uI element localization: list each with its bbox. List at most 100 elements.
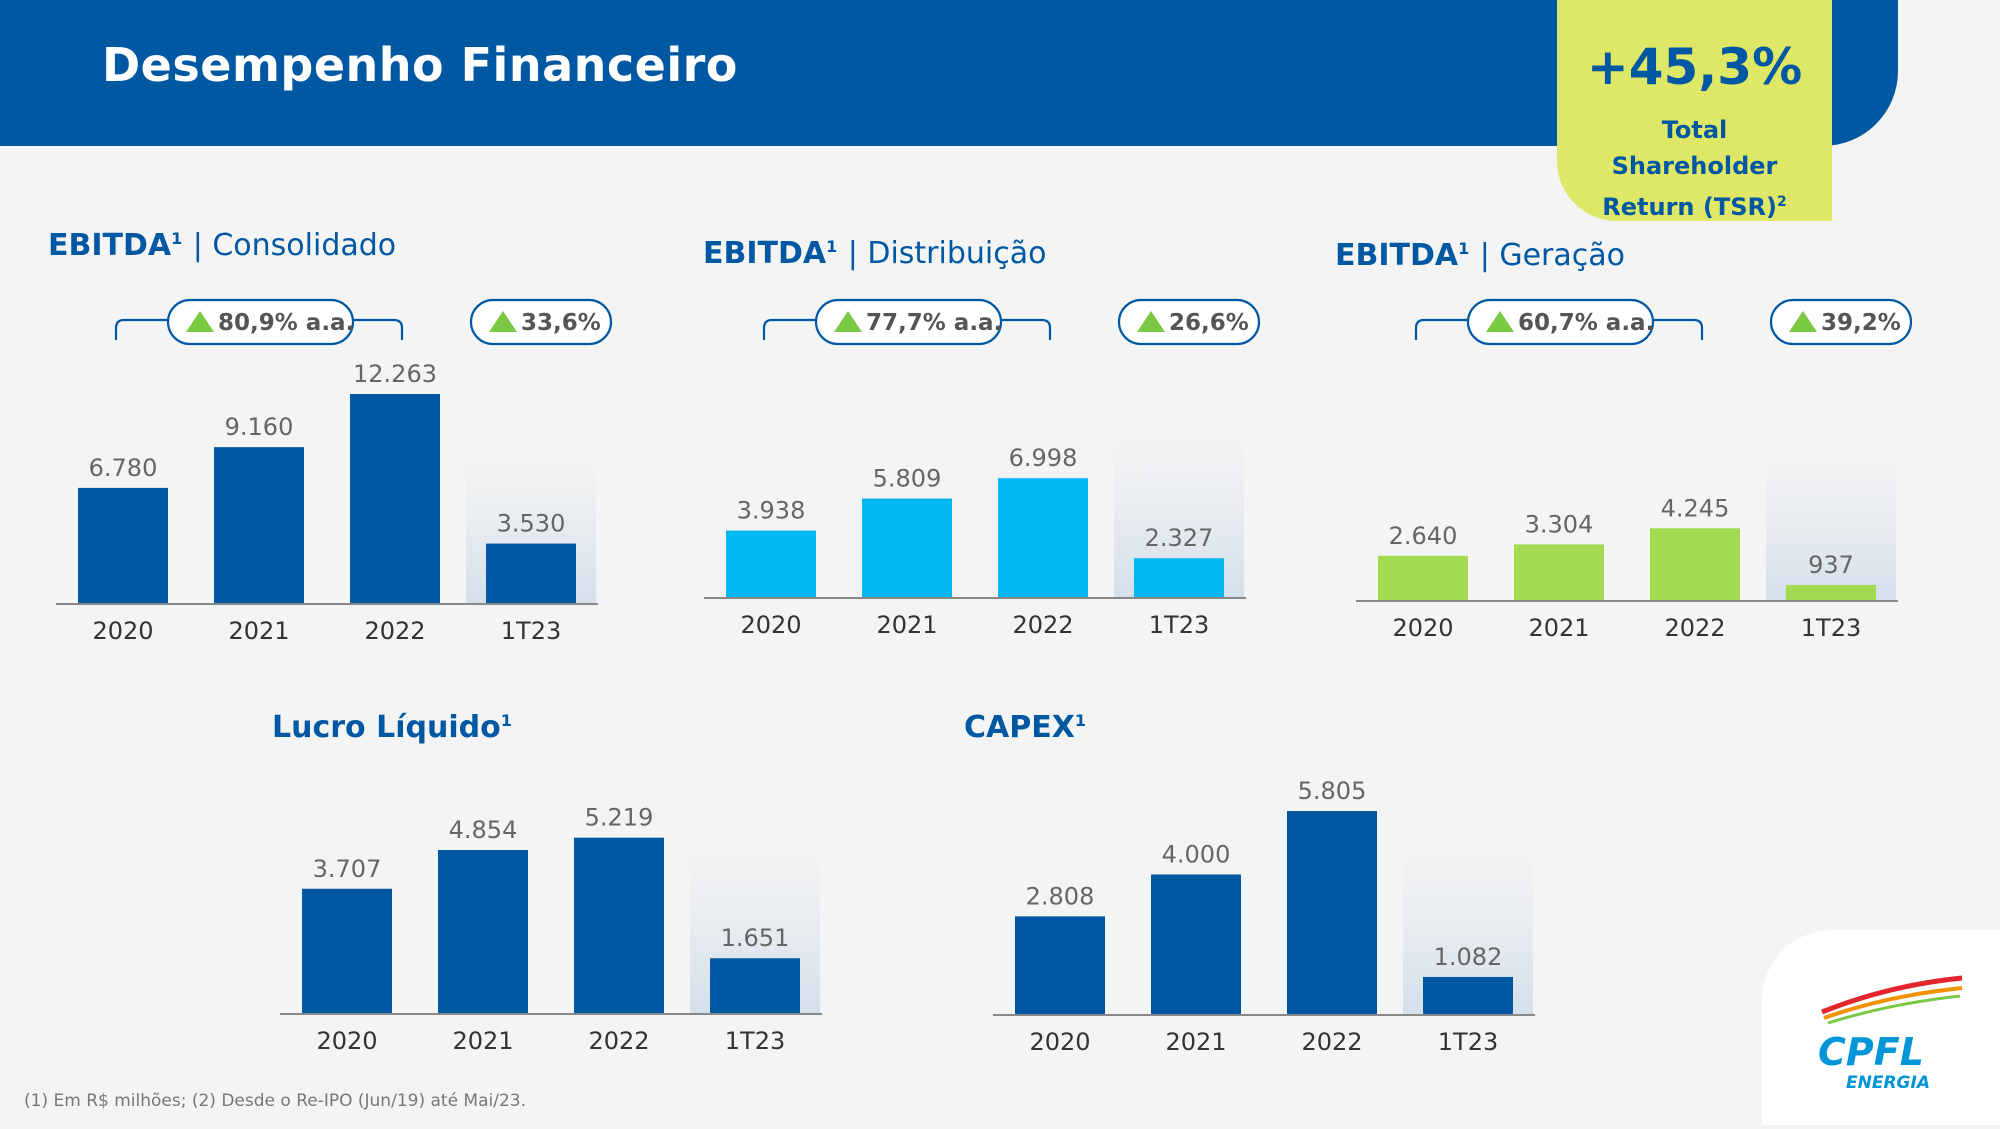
value-label: 3.530 xyxy=(497,510,566,538)
x-tick-label: 2021 xyxy=(1165,1028,1226,1056)
chart-title-note: 1 xyxy=(826,237,838,256)
chart-title-ebitda-geracao: EBITDA1 | Geração xyxy=(1335,238,1625,273)
footnote: (1) Em R$ milhões; (2) Desde o Re-IPO (J… xyxy=(24,1091,526,1111)
growth-badge: 26,6% xyxy=(1117,298,1261,346)
up-triangle-icon xyxy=(489,311,517,332)
growth-badge: 39,2% xyxy=(1769,298,1913,346)
x-tick-label: 1T23 xyxy=(501,617,561,645)
chart-ebitda-consolidado: 6.780 2020 9.160 2021 12.263 2022 3.530 1T23 80,… xyxy=(56,298,613,645)
tsr-label: Total Shareholder Return (TSR)2 xyxy=(1580,112,1810,225)
chart-title-ebitda-consolidado: EBITDA1 | Consolidado xyxy=(48,228,396,263)
bar-2021 xyxy=(1151,874,1241,1015)
cagr-badge: 77,7% a.a. xyxy=(814,298,1003,346)
x-tick-label: 2022 xyxy=(588,1027,649,1055)
x-tick-label: 1T23 xyxy=(1438,1028,1498,1056)
x-tick-label: 1T23 xyxy=(725,1027,785,1055)
value-label: 2.640 xyxy=(1389,522,1458,550)
value-label: 6.998 xyxy=(1009,444,1078,472)
cagr-badge-pill xyxy=(814,298,1003,346)
value-label: 5.219 xyxy=(585,804,654,832)
up-triangle-icon xyxy=(1789,311,1817,332)
chart-ebitda-geracao: 2.640 2020 3.304 2021 4.245 2022 937 1T23 60,7% … xyxy=(1356,298,1913,642)
logo-swoosh-orange xyxy=(1823,986,1963,1020)
x-tick-label: 2020 xyxy=(1029,1028,1090,1056)
up-triangle-icon xyxy=(1486,311,1514,332)
quarter-highlight xyxy=(1766,451,1896,601)
chart-title-ebitda-distribuicao: EBITDA1 | Distribuição xyxy=(703,236,1046,271)
growth-badge-pill xyxy=(469,298,613,346)
value-label: 1.651 xyxy=(721,924,790,952)
x-tick-label: 1T23 xyxy=(1801,614,1861,642)
cagr-badge-label: 77,7% a.a. xyxy=(866,310,1002,336)
chart-title-main: Lucro Líquido xyxy=(272,710,501,745)
bar-2021 xyxy=(862,498,952,598)
bar-1T23 xyxy=(1786,584,1876,601)
growth-badge-pill xyxy=(1117,298,1261,346)
value-label: 3.707 xyxy=(313,855,382,883)
logo-area: CPFL ENERGIA xyxy=(1762,930,2000,1125)
bar-2021 xyxy=(214,447,304,604)
cagr-badge-pill xyxy=(166,298,355,346)
tsr-label-text: Total Shareholder Return (TSR) xyxy=(1602,116,1778,221)
chart-title-capex: CAPEX1 xyxy=(964,710,1086,745)
x-tick-label: 2021 xyxy=(228,617,289,645)
bar-2022 xyxy=(350,394,440,604)
x-tick-label: 2022 xyxy=(364,617,425,645)
value-label: 4.854 xyxy=(449,816,518,844)
bar-2022 xyxy=(998,478,1088,598)
bar-2022 xyxy=(574,837,664,1014)
value-label: 5.809 xyxy=(873,465,942,493)
logo-swoosh-red xyxy=(1821,975,1963,1015)
value-label: 3.938 xyxy=(737,497,806,525)
x-tick-label: 2020 xyxy=(316,1027,377,1055)
growth-badge-label: 26,6% xyxy=(1169,310,1249,336)
chart-title-note: 1 xyxy=(1074,711,1086,730)
x-tick-label: 2022 xyxy=(1664,614,1725,642)
up-triangle-icon xyxy=(186,311,214,332)
x-tick-label: 2021 xyxy=(452,1027,513,1055)
tsr-note-mark: 2 xyxy=(1776,194,1787,210)
bar-1T23 xyxy=(1423,976,1513,1015)
value-label: 6.780 xyxy=(89,454,158,482)
chart-title-main: EBITDA xyxy=(703,236,827,271)
logo-subtext: ENERGIA xyxy=(1846,1073,1930,1093)
bar-2020 xyxy=(302,888,392,1014)
chart-title-main: EBITDA xyxy=(48,228,172,263)
cagr-badge-label: 80,9% a.a. xyxy=(218,310,354,336)
chart-title-main: CAPEX xyxy=(964,710,1075,745)
up-triangle-icon xyxy=(1137,311,1165,332)
chart-title-note: 1 xyxy=(171,229,183,248)
x-tick-label: 2020 xyxy=(1392,614,1453,642)
bar-1T23 xyxy=(486,543,576,604)
bar-2020 xyxy=(78,487,168,604)
up-triangle-icon xyxy=(834,311,862,332)
bar-2020 xyxy=(726,530,816,598)
chart-capex: 2.808 2020 4.000 2021 5.805 2022 1.082 1T23 xyxy=(993,777,1535,1056)
tsr-value: +45,3% xyxy=(1586,38,1803,96)
cagr-badge-label: 60,7% a.a. xyxy=(1518,310,1654,336)
bar-2021 xyxy=(1514,544,1604,601)
bar-2022 xyxy=(1287,811,1377,1015)
growth-badge-pill xyxy=(1769,298,1913,346)
bar-2020 xyxy=(1015,916,1105,1015)
x-tick-label: 2020 xyxy=(740,611,801,639)
x-tick-label: 2022 xyxy=(1301,1028,1362,1056)
chart-title-sub: | Geração xyxy=(1479,238,1626,273)
x-tick-label: 2022 xyxy=(1012,611,1073,639)
page-title: Desempenho Financeiro xyxy=(102,38,738,92)
x-tick-label: 1T23 xyxy=(1149,611,1209,639)
chart-title-lucro-liquido: Lucro Líquido1 xyxy=(272,710,512,745)
value-label: 12.263 xyxy=(353,360,437,388)
cagr-badge: 60,7% a.a. xyxy=(1466,298,1654,346)
chart-title-sub: | Distribuição xyxy=(847,236,1047,271)
bar-1T23 xyxy=(1134,558,1224,598)
logo-text: CPFL xyxy=(1818,1030,1924,1074)
x-tick-label: 2020 xyxy=(92,617,153,645)
value-label: 2.808 xyxy=(1026,882,1095,910)
chart-title-main: EBITDA xyxy=(1335,238,1459,273)
value-label: 9.160 xyxy=(225,413,294,441)
cpfl-logo: CPFL ENERGIA xyxy=(1818,975,1963,1093)
chart-lucro-liquido: 3.707 2020 4.854 2021 5.219 2022 1.651 1T23 xyxy=(280,804,822,1055)
bar-2020 xyxy=(1378,555,1468,601)
chart-title-note: 1 xyxy=(500,711,512,730)
